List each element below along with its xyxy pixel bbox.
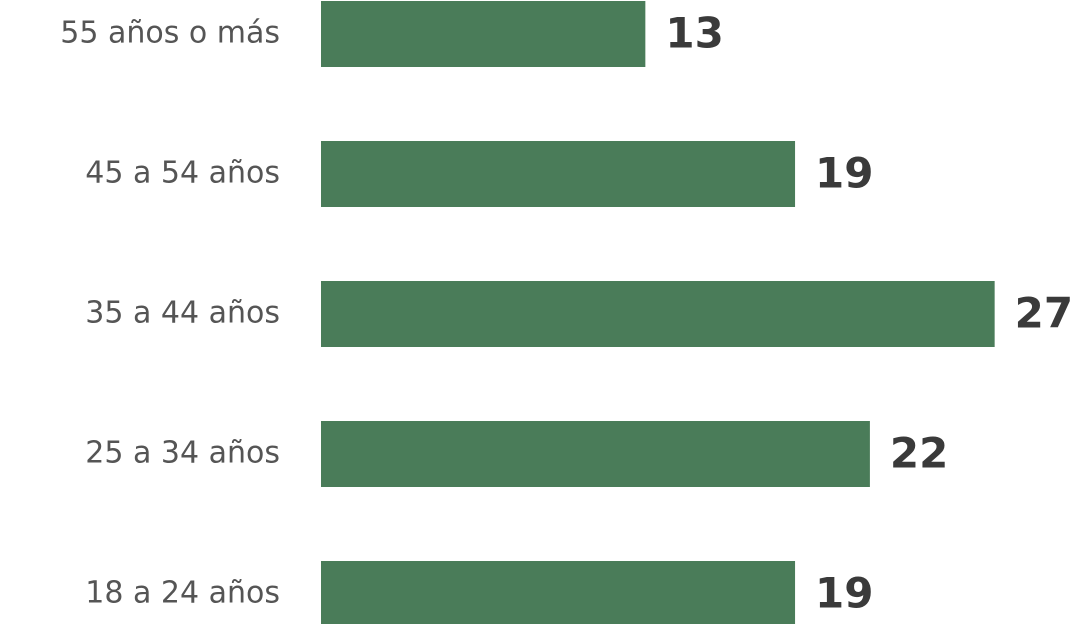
bar [321,1,646,67]
value-label: 27 [1015,289,1073,338]
category-label: 25 a 34 años [85,436,280,471]
value-label: 13 [665,9,723,58]
value-label: 19 [815,569,873,618]
category-label: 45 a 54 años [85,156,280,191]
category-label: 18 a 24 años [85,576,280,611]
bar [321,281,995,347]
category-label: 35 a 44 años [85,296,280,331]
bar [321,141,796,207]
value-label: 19 [815,149,873,198]
category-label: 55 años o más [60,16,280,51]
value-label: 22 [890,429,948,478]
bar [321,421,870,487]
bar [321,561,796,624]
